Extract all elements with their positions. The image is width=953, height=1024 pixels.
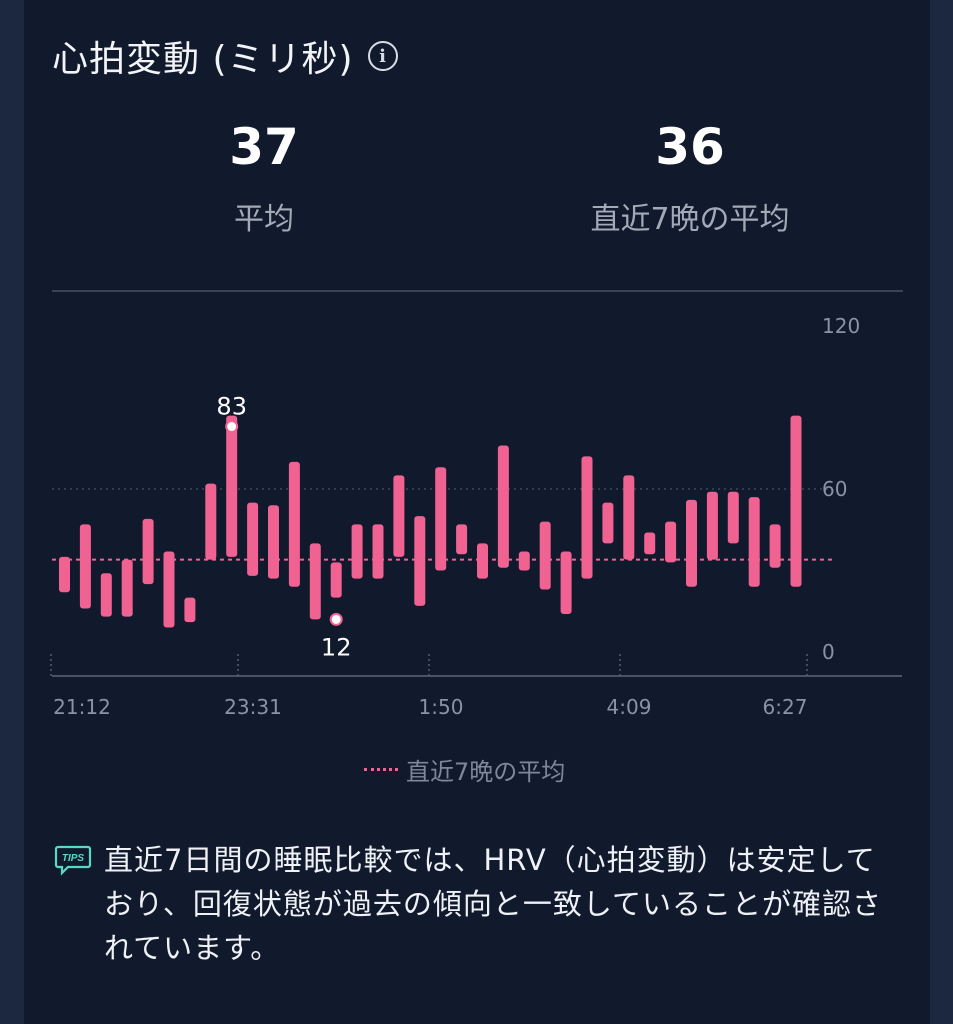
hrv-bar — [79, 524, 91, 609]
hrv-card: 心拍変動 (ミリ秒) i 37 平均 36 直近7晩の平均 83 12 120 60 0… — [24, 0, 930, 1024]
last7-value: 36 — [655, 118, 725, 176]
header: 心拍変動 (ミリ秒) i — [52, 30, 398, 82]
y-tick-label: 120 — [822, 314, 860, 338]
tips-icon: TIPS — [54, 845, 92, 876]
tips-text: 直近7日間の睡眠比較では、HRV（心拍変動）は安定しており、回復状態が過去の傾向… — [104, 843, 882, 965]
y-tick-label: 0 — [822, 640, 835, 664]
hrv-bar — [121, 559, 133, 617]
hrv-bar — [706, 491, 718, 560]
hrv-bar — [477, 543, 488, 579]
page-title: 心拍変動 (ミリ秒) — [52, 39, 354, 80]
hrv-bar — [581, 456, 593, 579]
x-tick-label: 23:31 — [224, 695, 282, 719]
x-tick-label: 6:27 — [763, 695, 808, 719]
hrv-bar — [435, 467, 447, 571]
hrv-bar — [226, 415, 238, 557]
hrv-bar — [623, 475, 635, 560]
average-value: 37 — [229, 118, 299, 176]
hrv-bar — [393, 475, 405, 557]
hrv-bar — [518, 551, 530, 571]
hrv-bar — [184, 597, 196, 623]
hrv-bar — [497, 445, 509, 568]
hrv-bar — [330, 562, 342, 598]
hrv-bar — [309, 543, 321, 620]
hrv-bar — [560, 551, 572, 614]
hrv-bar — [602, 502, 614, 544]
tips-icon-text: TIPS — [62, 853, 85, 864]
hrv-bar — [205, 483, 217, 560]
hrv-bar — [644, 532, 656, 555]
last7-stat: 36 直近7晩の平均 — [530, 118, 850, 238]
annotation-point — [225, 420, 239, 434]
legend-swatch — [364, 768, 398, 771]
tips-box: TIPS 直近7日間の睡眠比較では、HRV（心拍変動）は安定しており、回復状態が… — [54, 838, 894, 970]
last7-label: 直近7晩の平均 — [590, 202, 790, 237]
hrv-bar — [288, 461, 300, 587]
hrv-bar — [100, 573, 112, 617]
divider — [52, 290, 903, 292]
chart-legend: 直近7晩の平均 — [364, 752, 565, 787]
y-tick-label: 60 — [822, 477, 847, 501]
hrv-bar — [539, 521, 551, 590]
info-icon[interactable]: i — [367, 41, 398, 71]
hrv-bar — [790, 415, 802, 587]
x-tick-label: 21:12 — [53, 695, 111, 719]
hrv-bar — [769, 524, 781, 568]
annotation-label: 83 — [216, 393, 247, 421]
hrv-bar — [372, 524, 384, 579]
hrv-bar — [163, 551, 175, 628]
hrv-bar — [414, 516, 426, 606]
hrv-bar — [268, 505, 279, 579]
hrv-bar — [665, 521, 677, 563]
average-label: 平均 — [234, 202, 294, 237]
hrv-bar — [247, 502, 259, 576]
annotation-point — [329, 612, 343, 626]
legend-label: 直近7晩の平均 — [406, 758, 566, 786]
annotation-label: 12 — [321, 633, 352, 661]
x-tick-label: 4:09 — [607, 695, 652, 719]
hrv-bar — [456, 524, 468, 555]
hrv-bar — [351, 524, 363, 579]
average-stat: 37 平均 — [104, 118, 424, 238]
hrv-bar — [748, 497, 760, 587]
hrv-chart: 83 12 120 60 0 21:12 23:31 1:50 4:09 6:27 — [50, 314, 902, 719]
x-tick-label: 1:50 — [419, 695, 464, 719]
hrv-bar — [727, 491, 739, 544]
hrv-bar — [59, 556, 70, 593]
hrv-bar — [142, 518, 154, 585]
hrv-bar — [686, 499, 697, 587]
